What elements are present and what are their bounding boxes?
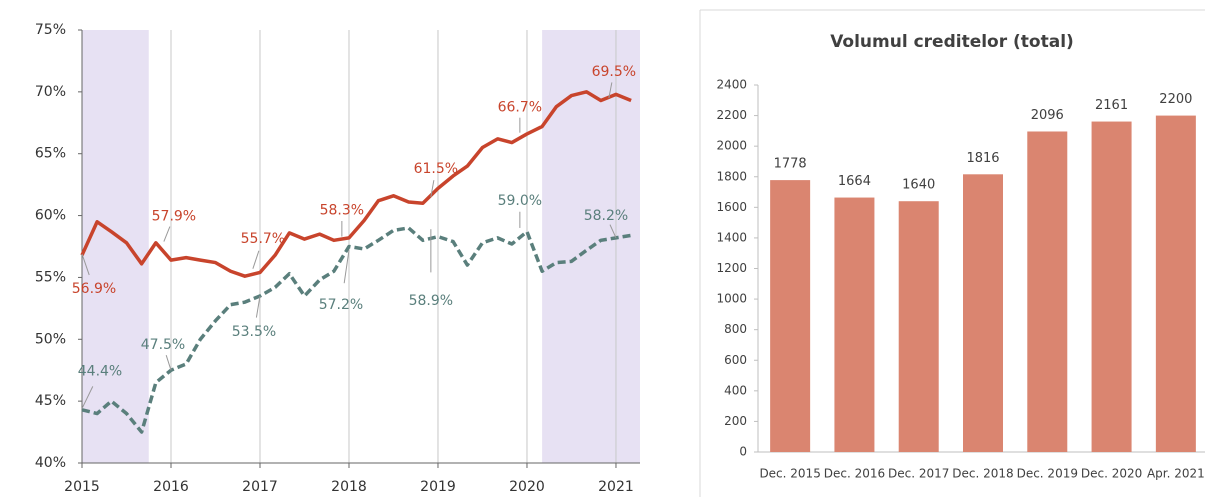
y-tick-label: 1800 bbox=[716, 169, 747, 183]
x-tick-label: 2019 bbox=[420, 479, 456, 495]
y-tick-label: 70% bbox=[35, 84, 66, 100]
y-tick-label: 2200 bbox=[716, 108, 747, 122]
series-line bbox=[81, 226, 632, 434]
annotation-leader bbox=[81, 386, 94, 409]
annotation-label: 55.7% bbox=[241, 231, 285, 247]
y-tick-label: 2000 bbox=[716, 139, 747, 153]
y-tick-label: 65% bbox=[35, 146, 66, 162]
annotation-leader bbox=[609, 224, 617, 239]
bar bbox=[898, 201, 939, 452]
bar-value-label: 1778 bbox=[774, 157, 807, 172]
y-tick-label: 1200 bbox=[716, 261, 747, 275]
bar bbox=[1155, 115, 1196, 452]
x-tick-label: Dec. 2020 bbox=[1081, 467, 1142, 481]
y-tick-label: 0 bbox=[739, 445, 747, 459]
bar bbox=[834, 197, 875, 452]
x-tick-label: 2020 bbox=[509, 479, 545, 495]
x-tick-label: 2017 bbox=[242, 479, 278, 495]
series-line bbox=[80, 90, 632, 278]
y-tick-label: 50% bbox=[35, 331, 66, 347]
x-tick-label: Dec. 2017 bbox=[888, 467, 949, 481]
y-tick-label: 1000 bbox=[716, 292, 747, 306]
shaded-period bbox=[82, 30, 149, 463]
annotation-label: 61.5% bbox=[414, 161, 458, 177]
annotation-leader bbox=[81, 253, 90, 276]
chart-title: Volumul creditelor (total) bbox=[830, 32, 1074, 52]
annotation-label: 58.9% bbox=[409, 293, 453, 309]
annotation-leader bbox=[343, 250, 350, 284]
annotation-label: 57.9% bbox=[152, 209, 196, 225]
y-tick-label: 2400 bbox=[716, 78, 747, 92]
x-tick-label: Apr. 2021 bbox=[1147, 467, 1205, 481]
annotation-label: 57.2% bbox=[319, 297, 363, 313]
bar-value-label: 1640 bbox=[902, 178, 935, 193]
annotation-leader bbox=[608, 82, 613, 99]
bar-value-label: 1664 bbox=[838, 174, 871, 189]
x-tick-label: Dec. 2016 bbox=[824, 467, 885, 481]
x-tick-label: 2016 bbox=[153, 479, 189, 495]
annotation-label: 59.0% bbox=[498, 193, 542, 209]
bar-value-label: 2161 bbox=[1095, 98, 1128, 113]
x-tick-label: Dec. 2019 bbox=[1017, 467, 1078, 481]
annotation-leader bbox=[252, 250, 260, 269]
y-tick-label: 1400 bbox=[716, 230, 747, 244]
annotation-label: 56.9% bbox=[72, 281, 116, 297]
x-tick-label: 2021 bbox=[598, 479, 634, 495]
annotation-label: 66.7% bbox=[498, 100, 542, 116]
annotation-label: 69.5% bbox=[592, 64, 636, 80]
y-tick-label: 400 bbox=[724, 383, 747, 397]
annotation-leader bbox=[255, 295, 261, 318]
y-tick-label: 45% bbox=[35, 393, 66, 409]
annotation-label: 58.3% bbox=[320, 203, 364, 219]
annotation-leader bbox=[163, 226, 171, 242]
y-tick-label: 40% bbox=[35, 455, 66, 471]
y-tick-label: 200 bbox=[724, 414, 747, 428]
bar bbox=[963, 174, 1003, 452]
x-tick-label: 2018 bbox=[331, 479, 367, 495]
x-tick-label: 2015 bbox=[64, 479, 100, 495]
x-tick-label: Dec. 2018 bbox=[952, 467, 1013, 481]
annotation-leader bbox=[165, 355, 172, 371]
bar bbox=[1027, 131, 1068, 452]
annotation-label: 47.5% bbox=[141, 337, 185, 353]
annotation-label: 53.5% bbox=[232, 324, 276, 340]
y-tick-label: 600 bbox=[724, 353, 747, 367]
annotation-label: 58.2% bbox=[584, 208, 628, 224]
annotation-label: 44.4% bbox=[78, 364, 122, 380]
y-tick-label: 55% bbox=[35, 269, 66, 285]
y-tick-label: 800 bbox=[724, 322, 747, 336]
bar-value-label: 1816 bbox=[966, 151, 999, 166]
y-tick-label: 1600 bbox=[716, 200, 747, 214]
bar-value-label: 2096 bbox=[1031, 108, 1064, 123]
bar-value-label: 2200 bbox=[1159, 92, 1192, 107]
x-tick-label: Dec. 2015 bbox=[759, 467, 820, 481]
annotation-leader bbox=[430, 180, 435, 198]
y-tick-label: 60% bbox=[35, 208, 66, 224]
bar bbox=[770, 180, 811, 452]
bar bbox=[1091, 121, 1132, 452]
y-tick-label: 75% bbox=[35, 22, 66, 38]
